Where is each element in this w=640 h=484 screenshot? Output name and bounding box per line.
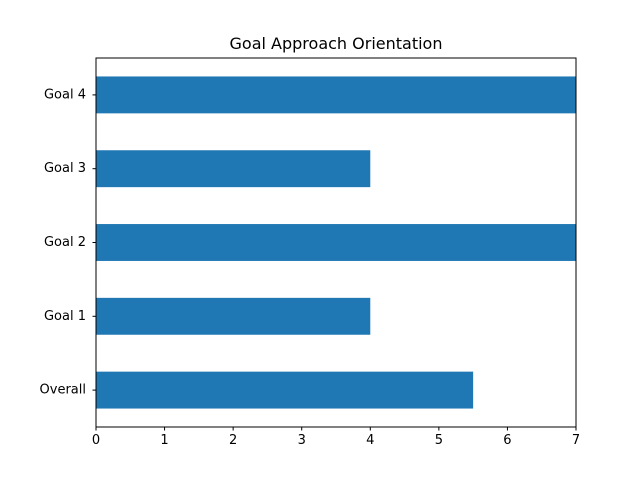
y-tick-label: Goal 1 [44, 309, 86, 324]
y-tick-label: Goal 2 [44, 235, 86, 250]
bars-layer [96, 76, 576, 409]
x-tick-label: 6 [503, 433, 511, 448]
x-tick-label: 4 [366, 433, 374, 448]
plot-frame [95, 57, 577, 428]
y-tick-label: Goal 4 [44, 87, 86, 102]
x-tick-label: 7 [572, 433, 580, 448]
x-tick-label: 0 [92, 433, 100, 448]
bar-goal-4 [96, 76, 576, 114]
chart-title: Goal Approach Orientation [230, 34, 443, 53]
y-tick-label: Goal 3 [44, 161, 86, 176]
x-tick-label: 3 [298, 433, 306, 448]
x-tick-label: 1 [160, 433, 168, 448]
bar-goal-3 [96, 150, 371, 188]
x-tick-label: 2 [229, 433, 237, 448]
x-axis: 0 1 2 3 4 5 6 7 [92, 427, 580, 448]
x-tick-label: 5 [435, 433, 443, 448]
y-tick-label: Overall [40, 383, 86, 398]
bar-goal-1 [96, 297, 371, 335]
bar-goal-2 [96, 224, 576, 261]
bar-overall [96, 371, 474, 409]
y-axis: Overall Goal 1 Goal 2 Goal 3 Goal 4 [40, 87, 96, 398]
